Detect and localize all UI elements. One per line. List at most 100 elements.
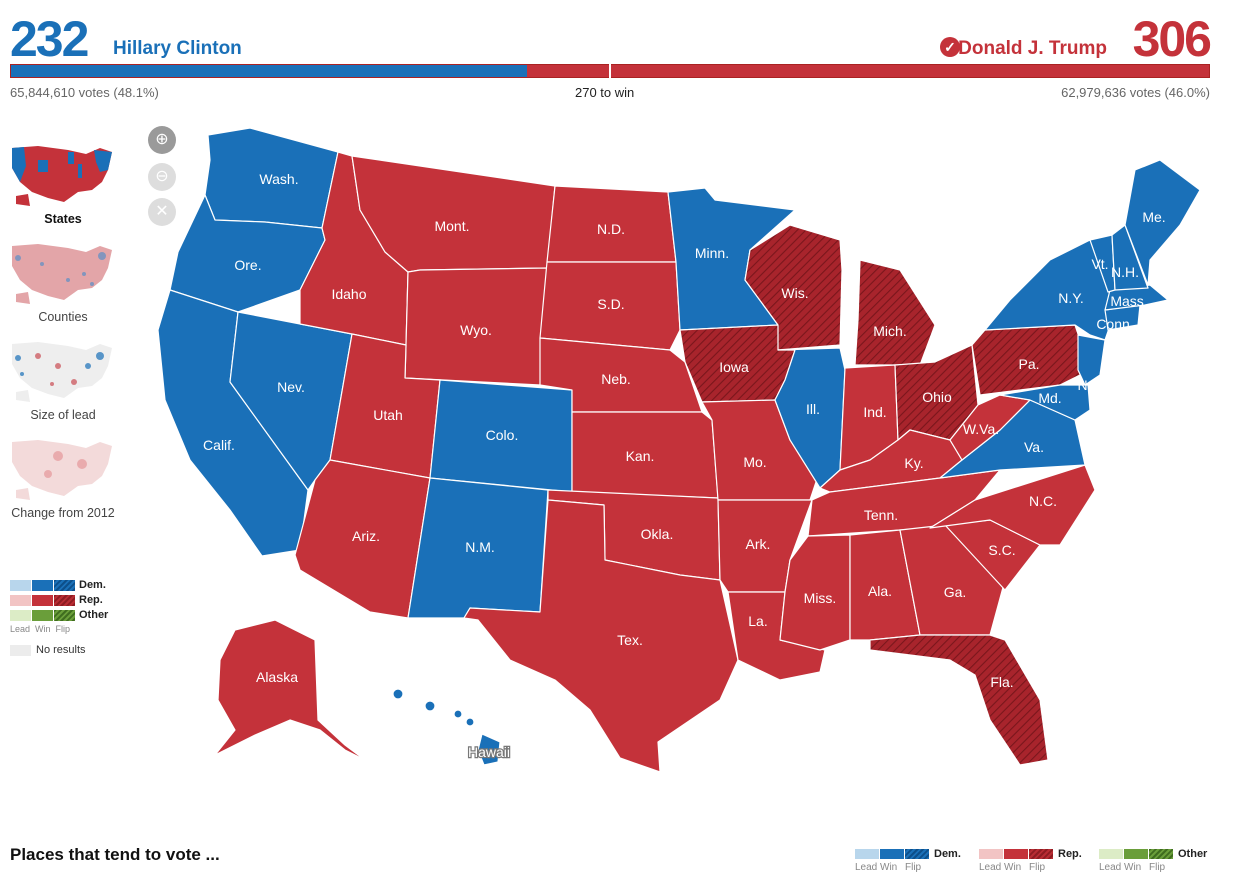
legend-other-label: Other <box>79 609 109 621</box>
change-from-2012-thumbnail <box>12 440 112 500</box>
state-wis[interactable] <box>744 224 843 351</box>
zoom-out-button[interactable]: ⊖ <box>148 163 176 191</box>
bottom-win-label: Win <box>1124 862 1142 873</box>
state-tex[interactable] <box>463 499 739 773</box>
label-sc: S.C. <box>988 542 1015 558</box>
swatch-other-lead <box>10 609 31 621</box>
label-ark: Ark. <box>746 536 771 552</box>
label-ga: Ga. <box>944 584 967 600</box>
label-iowa: Iowa <box>719 359 749 375</box>
label-wva: W.Va. <box>963 421 999 437</box>
label-okla: Okla. <box>641 526 674 542</box>
bottom-swatch-rep-win <box>1004 849 1028 859</box>
bottom-lead-label: Lead <box>1099 862 1122 873</box>
legend-dem-label: Dem. <box>79 579 106 591</box>
bottom-swatch-rep-flip <box>1029 849 1053 859</box>
state-me[interactable] <box>1124 159 1201 286</box>
state-miss[interactable] <box>779 534 851 651</box>
label-wyo: Wyo. <box>460 322 492 338</box>
label-nm: N.M. <box>465 539 495 555</box>
label-mont: Mont. <box>434 218 469 234</box>
view-states[interactable]: States <box>8 140 118 226</box>
label-calif: Calif. <box>203 437 235 453</box>
counties-thumbnail <box>12 244 112 304</box>
to-win-label: 270 to win <box>575 85 635 100</box>
state-nh[interactable] <box>1111 224 1149 291</box>
electoral-bar-dem <box>11 65 528 77</box>
state-sd[interactable] <box>539 261 681 351</box>
bottom-legend-dem: Dem. Lead Win Flip <box>855 848 961 873</box>
label-nd: N.D. <box>597 221 625 237</box>
label-ohio: Ohio <box>922 389 952 405</box>
swatch-dem-lead <box>10 579 31 591</box>
bottom-flip-label: Flip <box>1029 862 1046 873</box>
state-tenn[interactable] <box>807 469 1001 537</box>
view-counties-label: Counties <box>38 310 88 324</box>
bottom-legend-other-label: Other <box>1178 848 1208 860</box>
label-miss: Miss. <box>804 590 837 606</box>
state-md[interactable] <box>999 384 1091 421</box>
legend-sublabels: Lead Win Flip <box>10 624 108 634</box>
legend-win-label: Win <box>35 624 51 634</box>
label-alaska: Alaska <box>256 669 298 685</box>
label-kan: Kan. <box>626 448 655 464</box>
label-ind: Ind. <box>863 404 886 420</box>
bottom-lead-label: Lead <box>855 862 878 873</box>
us-election-map[interactable]: Wash. Ore. Calif. Nev. Idaho Mont. Wyo. … <box>150 125 1230 785</box>
state-nc[interactable] <box>929 464 1096 546</box>
reset-zoom-button[interactable]: ✕ <box>148 198 176 226</box>
view-states-label: States <box>44 212 82 226</box>
legend-lead-label: Lead <box>10 624 31 634</box>
state-alaska[interactable] <box>214 619 366 761</box>
bottom-flip-label: Flip <box>905 862 922 873</box>
state-hawaii[interactable] <box>392 688 501 766</box>
rep-electoral-count: 306 <box>1132 11 1212 67</box>
bottom-swatch-other-win <box>1124 849 1148 859</box>
label-nh: N.H. <box>1111 264 1139 280</box>
zoom-in-icon: ⊕ <box>155 131 169 148</box>
electoral-bar-midpoint <box>609 63 611 79</box>
swatch-rep-lead <box>10 594 31 606</box>
state-ny[interactable] <box>984 239 1113 341</box>
swatch-other-flip <box>54 609 75 621</box>
label-sd: S.D. <box>597 296 624 312</box>
label-mo: Mo. <box>743 454 766 470</box>
dem-candidate-name: Hillary Clinton <box>113 38 242 59</box>
bottom-lead-label: Lead <box>979 862 1002 873</box>
view-size-of-lead-label: Size of lead <box>30 408 96 422</box>
label-neb: Neb. <box>601 371 631 387</box>
bottom-legend-dem-label: Dem. <box>934 848 961 860</box>
label-ariz: Ariz. <box>352 528 380 544</box>
legend-no-results: No results <box>10 644 108 656</box>
swatch-rep-win <box>32 594 53 606</box>
legend-row-rep: Rep. <box>10 593 108 607</box>
view-size-of-lead[interactable]: Size of lead <box>8 336 118 422</box>
map-view-selector: States Counties Size of lead <box>8 140 118 532</box>
state-nj[interactable] <box>1077 334 1106 386</box>
label-ala: Ala. <box>868 583 892 599</box>
swatch-dem-flip <box>54 579 75 591</box>
label-ky: Ky. <box>904 455 923 471</box>
state-ill[interactable] <box>774 347 846 489</box>
label-mass: Mass. <box>1110 293 1147 309</box>
state-mich[interactable] <box>854 259 936 366</box>
zoom-out-icon: ⊖ <box>155 168 169 185</box>
label-hawaii: Hawaii <box>468 744 510 760</box>
view-change-from-2012[interactable]: Change from 2012 <box>8 434 118 520</box>
bottom-swatch-dem-win <box>880 849 904 859</box>
bottom-swatch-other-lead <box>1099 849 1123 859</box>
bottom-win-label: Win <box>1004 862 1022 873</box>
label-nc: N.C. <box>1029 493 1057 509</box>
zoom-in-button[interactable]: ⊕ <box>148 126 176 154</box>
label-conn: Conn. <box>1096 316 1133 332</box>
size-of-lead-thumbnail <box>12 342 112 402</box>
close-icon: ✕ <box>155 203 169 220</box>
view-counties[interactable]: Counties <box>8 238 118 324</box>
label-minn: Minn. <box>695 245 729 261</box>
label-va: Va. <box>1024 439 1044 455</box>
states-thumbnail <box>12 146 112 206</box>
label-tex: Tex. <box>617 632 643 648</box>
label-la: La. <box>748 613 767 629</box>
swatch-rep-flip <box>54 594 75 606</box>
bottom-legend-other: Other Lead Win Flip <box>1099 848 1207 873</box>
